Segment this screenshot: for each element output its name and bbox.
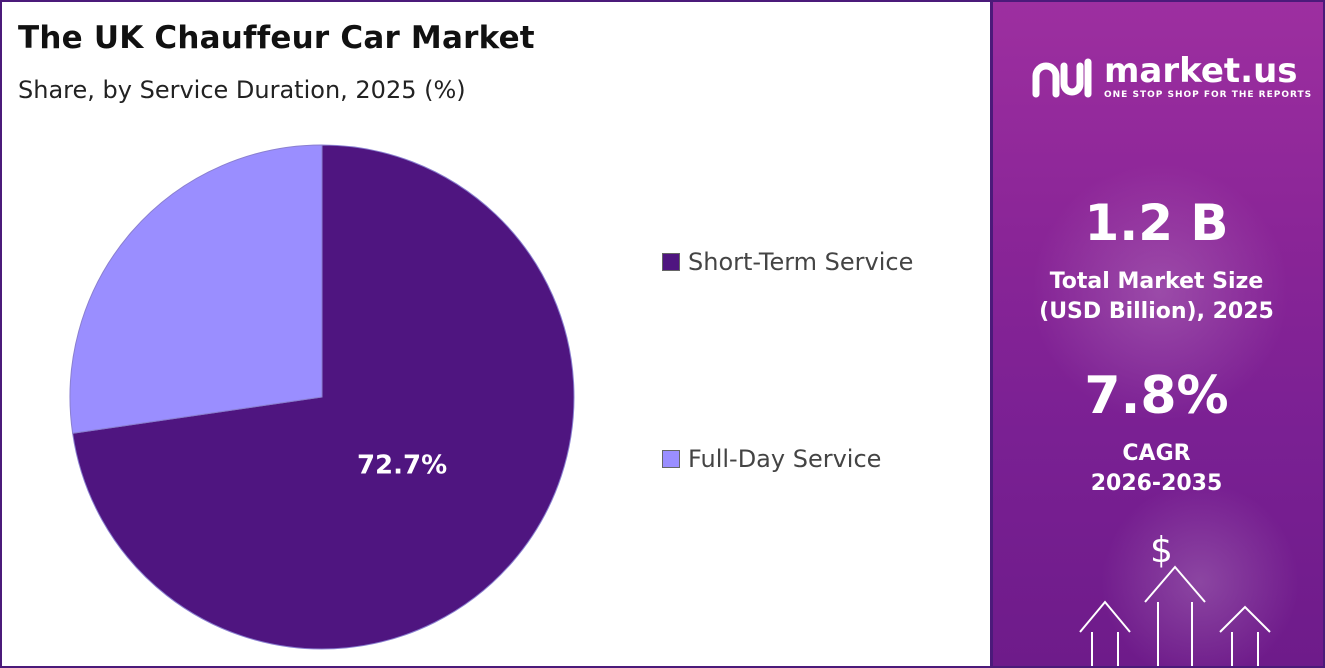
cagr-period: 2026-2035 <box>1090 471 1223 496</box>
data-label-short-term-service: 72.7% <box>357 451 447 481</box>
brand-logo: market.us ONE STOP SHOP FOR THE REPORTS <box>1030 54 1312 100</box>
brand-tagline: ONE STOP SHOP FOR THE REPORTS <box>1104 90 1313 100</box>
up-arrow-icon <box>1079 565 1271 666</box>
chart-area: The UK Chauffeur Car Market Share, by Se… <box>2 2 990 666</box>
legend-swatch-short-term <box>662 253 680 271</box>
pie-slice-short-term-service <box>72 144 575 650</box>
chart-subtitle: Share, by Service Duration, 2025 (%) <box>18 76 466 104</box>
dollar-icon: $ <box>1150 530 1173 571</box>
cagr-value: 7.8% <box>1084 366 1229 426</box>
chart-title: The UK Chauffeur Car Market <box>18 20 535 56</box>
pie-chart: 72.7% <box>69 144 575 650</box>
summary-panel: market.us ONE STOP SHOP FOR THE REPORTS … <box>990 2 1323 666</box>
panel-divider <box>990 2 993 666</box>
market-size-label-line1: Total Market Size <box>1049 269 1264 294</box>
market-size-label-line2: (USD Billion), 2025 <box>1039 299 1274 324</box>
legend-item-short-term: Short-Term Service <box>662 248 913 276</box>
background-glow-bottom <box>1100 482 1300 666</box>
pie-slice-full-day-service <box>69 144 323 434</box>
market-us-logo-icon <box>1032 58 1092 98</box>
cagr-label: CAGR <box>1122 441 1191 466</box>
market-size-value: 1.2 B <box>1084 194 1229 252</box>
legend-label-full-day: Full-Day Service <box>688 445 882 473</box>
background-glow <box>1030 162 1290 422</box>
legend-item-full-day: Full-Day Service <box>662 445 881 473</box>
brand-name: market.us <box>1104 51 1298 91</box>
legend-label-short-term: Short-Term Service <box>688 248 914 276</box>
legend-swatch-full-day <box>662 450 680 468</box>
